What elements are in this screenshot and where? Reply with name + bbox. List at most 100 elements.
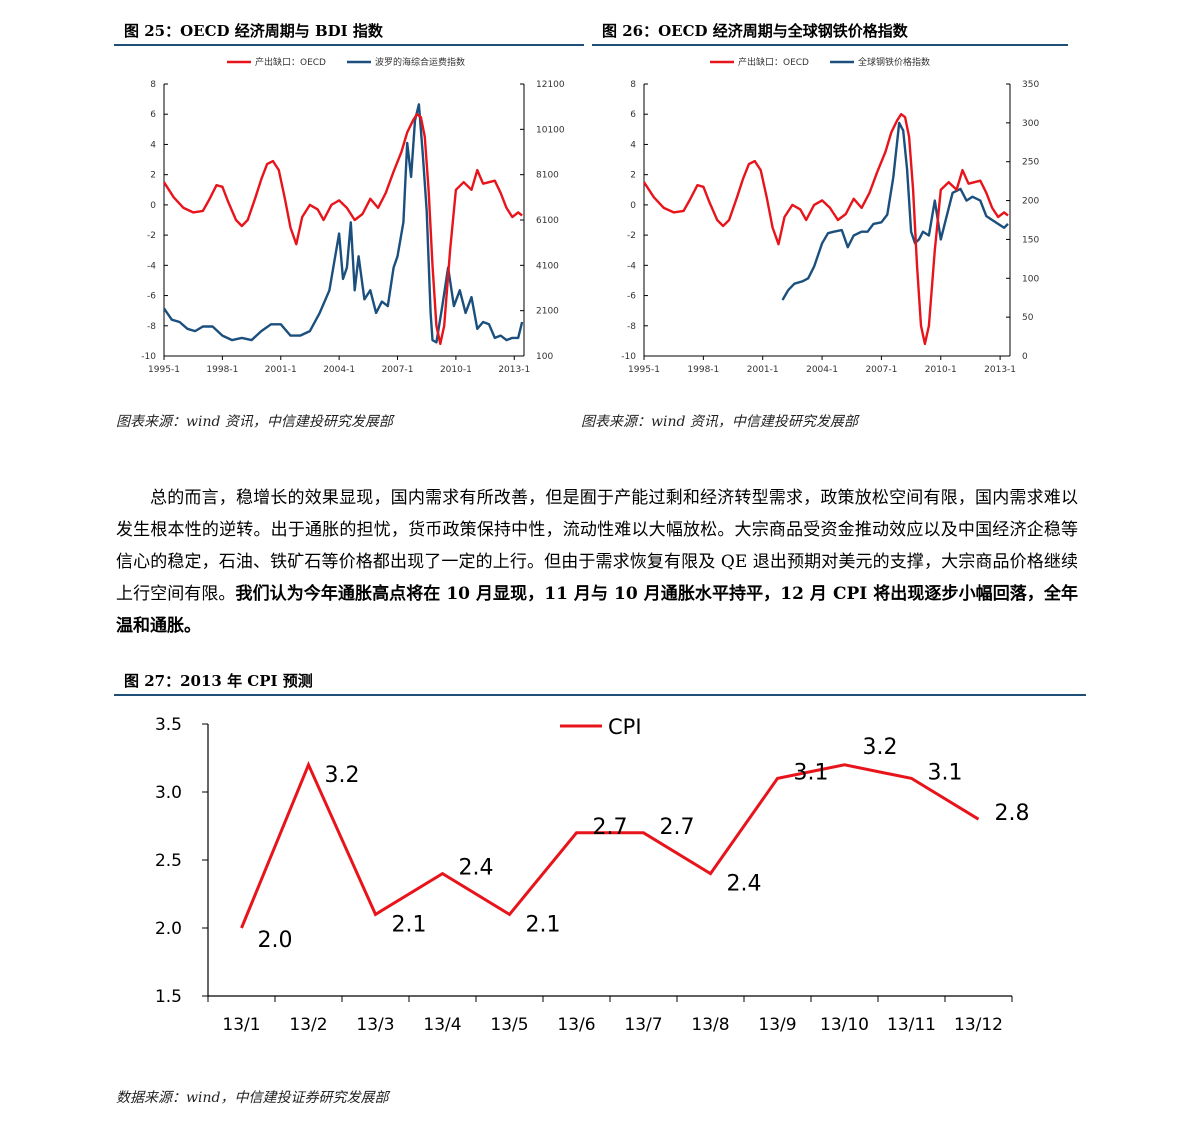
fig25-x-tick-label: 2004-1 xyxy=(323,365,355,375)
fig26-y-right-tick-label: 50 xyxy=(1022,313,1034,323)
fig27-x-tick-label: 13/12 xyxy=(954,1015,1003,1035)
fig25-y-left-tick-label: 0 xyxy=(150,201,156,211)
fig25-x-tick-label: 2007-1 xyxy=(382,365,414,375)
fig26-legend-label-0: 产出缺口：OECD xyxy=(738,56,809,68)
fig27-y-tick-label: 2.5 xyxy=(155,851,182,871)
fig27-x-tick-label: 13/3 xyxy=(356,1015,394,1035)
fig27-x-tick-label: 13/9 xyxy=(758,1015,796,1035)
body-paragraph: 总的而言，稳增长的效果显现，国内需求有所改善，但是囿于产能过剩和经济转型需求，政… xyxy=(116,482,1078,642)
fig26-x-tick-label: 2007-1 xyxy=(865,365,897,375)
fig27-title: 图 27：2013 年 CPI 预测 xyxy=(124,672,313,690)
fig27-data-label: 2.0 xyxy=(258,928,293,953)
fig26-y-left-tick-label: -4 xyxy=(627,261,636,271)
fig27-x-tick-label: 13/1 xyxy=(222,1015,260,1035)
fig27-data-label: 2.4 xyxy=(459,856,494,881)
paragraph-normal-text: 总的而言，稳增长的效果显现，国内需求有所改善，但是囿于产能过剩和经济转型需求，政… xyxy=(116,488,1078,604)
fig27-data-label: 2.7 xyxy=(593,815,628,840)
fig27-x-tick-label: 13/4 xyxy=(423,1015,461,1035)
fig25-y-left-tick-label: 4 xyxy=(150,140,156,150)
fig25-title: 图 25：OECD 经济周期与 BDI 指数 xyxy=(124,22,383,40)
fig26-y-left-tick-label: -10 xyxy=(621,352,636,362)
fig25-y-right-tick-label: 100 xyxy=(536,352,553,362)
fig27-data-label: 2.7 xyxy=(660,815,695,840)
fig25-y-left-tick-label: -10 xyxy=(141,352,156,362)
fig27-source: 数据来源：wind，中信建投证券研究发展部 xyxy=(116,1090,389,1106)
fig26-y-right-tick-label: 100 xyxy=(1022,274,1039,284)
fig25-series-right-line xyxy=(163,103,524,344)
fig25-source: 图表来源：wind 资讯，中信建投研究发展部 xyxy=(116,414,393,430)
fig26-x-tick-label: 2013-1 xyxy=(984,365,1016,375)
fig25-legend-label-1: 波罗的海综合运费指数 xyxy=(375,56,465,68)
fig26-y-right-tick-label: 0 xyxy=(1022,352,1028,362)
fig26-y-right-tick-label: 350 xyxy=(1022,80,1039,90)
fig27-x-tick-label: 13/7 xyxy=(624,1015,662,1035)
fig25-y-left-tick-label: -8 xyxy=(147,322,156,332)
fig27-data-label: 3.2 xyxy=(863,735,898,760)
fig26-y-right-tick-label: 150 xyxy=(1022,235,1039,245)
fig27-data-label: 2.4 xyxy=(727,872,762,897)
fig25-y-right-tick-label: 6100 xyxy=(536,216,559,226)
fig26-x-tick-label: 2004-1 xyxy=(806,365,838,375)
fig26-y-left-tick-label: 0 xyxy=(630,201,636,211)
fig25-y-right-tick-label: 2100 xyxy=(536,307,559,317)
fig25-y-right-tick-label: 4100 xyxy=(536,261,559,271)
fig27-title-rule xyxy=(114,694,1086,696)
fig27-data-label: 3.1 xyxy=(928,760,963,785)
fig27-data-label: 2.1 xyxy=(526,912,561,937)
fig26-y-left-tick-label: -6 xyxy=(627,292,636,302)
fig25-y-left-tick-label: 6 xyxy=(150,110,156,120)
fig27-y-tick-label: 3.5 xyxy=(155,715,182,735)
fig26-title-rule xyxy=(592,44,1068,46)
fig26-legend-label-1: 全球钢铁价格指数 xyxy=(858,56,930,68)
fig27-x-tick-label: 13/11 xyxy=(887,1015,936,1035)
fig26-x-tick-label: 1995-1 xyxy=(628,365,660,375)
fig25-legend-label-0: 产出缺口：OECD xyxy=(255,56,326,68)
fig26-y-left-tick-label: 6 xyxy=(630,110,636,120)
fig27-chart: CPI 3.5 3.0 2.5 2.0 1.5 13/1 13/2 13/3 13/4 13/5 13… xyxy=(155,715,1030,1035)
fig27-y-tick-label: 1.5 xyxy=(155,987,182,1007)
fig25-x-tick-label: 2001-1 xyxy=(265,365,297,375)
fig27-x-tick-label: 13/6 xyxy=(557,1015,595,1035)
fig25-y-left-tick-label: -4 xyxy=(147,261,156,271)
fig26-y-left-tick-label: 2 xyxy=(630,171,636,181)
fig27-data-label: 3.1 xyxy=(794,760,829,785)
fig27-data-label: 2.8 xyxy=(995,801,1030,826)
fig26-y-right-tick-label: 300 xyxy=(1022,119,1039,129)
fig27-cpi-line xyxy=(240,760,980,929)
fig25-y-left-tick-label: -2 xyxy=(147,231,156,241)
fig26-series-right-line xyxy=(781,121,1009,301)
fig25-x-tick-label: 1998-1 xyxy=(206,365,238,375)
fig25-y-left-tick-label: 8 xyxy=(150,80,156,90)
fig26-y-left-tick-label: -2 xyxy=(627,231,636,241)
fig25-x-tick-label: 1995-1 xyxy=(148,365,180,375)
fig26-chart: 产出缺口：OECD 全球钢铁价格指数 8 6 4 2 0 -2 -4 -6 -8 -10 350 300 2… xyxy=(621,56,1039,375)
fig27-x-tick-label: 13/10 xyxy=(820,1015,869,1035)
fig25-y-left-tick-label: 2 xyxy=(150,171,156,181)
fig27-y-tick-label: 2.0 xyxy=(155,919,182,939)
fig25-y-right-tick-label: 12100 xyxy=(536,80,565,90)
fig26-y-right-tick-label: 250 xyxy=(1022,158,1039,168)
fig27-x-tick-label: 13/2 xyxy=(289,1015,327,1035)
fig26-x-tick-label: 2001-1 xyxy=(747,365,779,375)
fig26-source: 图表来源：wind 资讯，中信建投研究发展部 xyxy=(581,414,858,430)
fig27-x-tick-label: 13/8 xyxy=(691,1015,729,1035)
fig25-y-left-tick-label: -6 xyxy=(147,292,156,302)
fig26-title: 图 26：OECD 经济周期与全球钢铁价格指数 xyxy=(602,22,908,40)
fig26-y-left-tick-label: 8 xyxy=(630,80,636,90)
fig25-chart: 产出缺口：OECD 波罗的海综合运费指数 8 6 4 2 0 -2 -4 -6 -8 -10 12100… xyxy=(141,56,565,375)
fig27-y-tick-label: 3.0 xyxy=(155,783,182,803)
fig26-y-left-tick-label: 4 xyxy=(630,140,636,150)
fig27-data-label: 2.1 xyxy=(392,912,427,937)
fig26-x-tick-label: 2010-1 xyxy=(925,365,957,375)
fig25-y-right-tick-label: 10100 xyxy=(536,125,565,135)
fig26-series-left-line xyxy=(642,112,1009,346)
fig27-legend-label: CPI xyxy=(608,715,642,739)
fig26-x-tick-label: 1998-1 xyxy=(687,365,719,375)
fig26-y-right-tick-label: 200 xyxy=(1022,197,1039,207)
fig27-x-tick-label: 13/5 xyxy=(490,1015,528,1035)
paragraph-bold-text: 我们认为今年通胀高点将在 10 月显现，11 月与 10 月通胀水平持平，12 … xyxy=(116,584,1078,636)
fig25-title-rule xyxy=(114,44,584,46)
fig25-x-tick-label: 2013-1 xyxy=(498,365,530,375)
fig26-y-left-tick-label: -8 xyxy=(627,322,636,332)
fig27-data-label: 3.2 xyxy=(325,763,360,788)
